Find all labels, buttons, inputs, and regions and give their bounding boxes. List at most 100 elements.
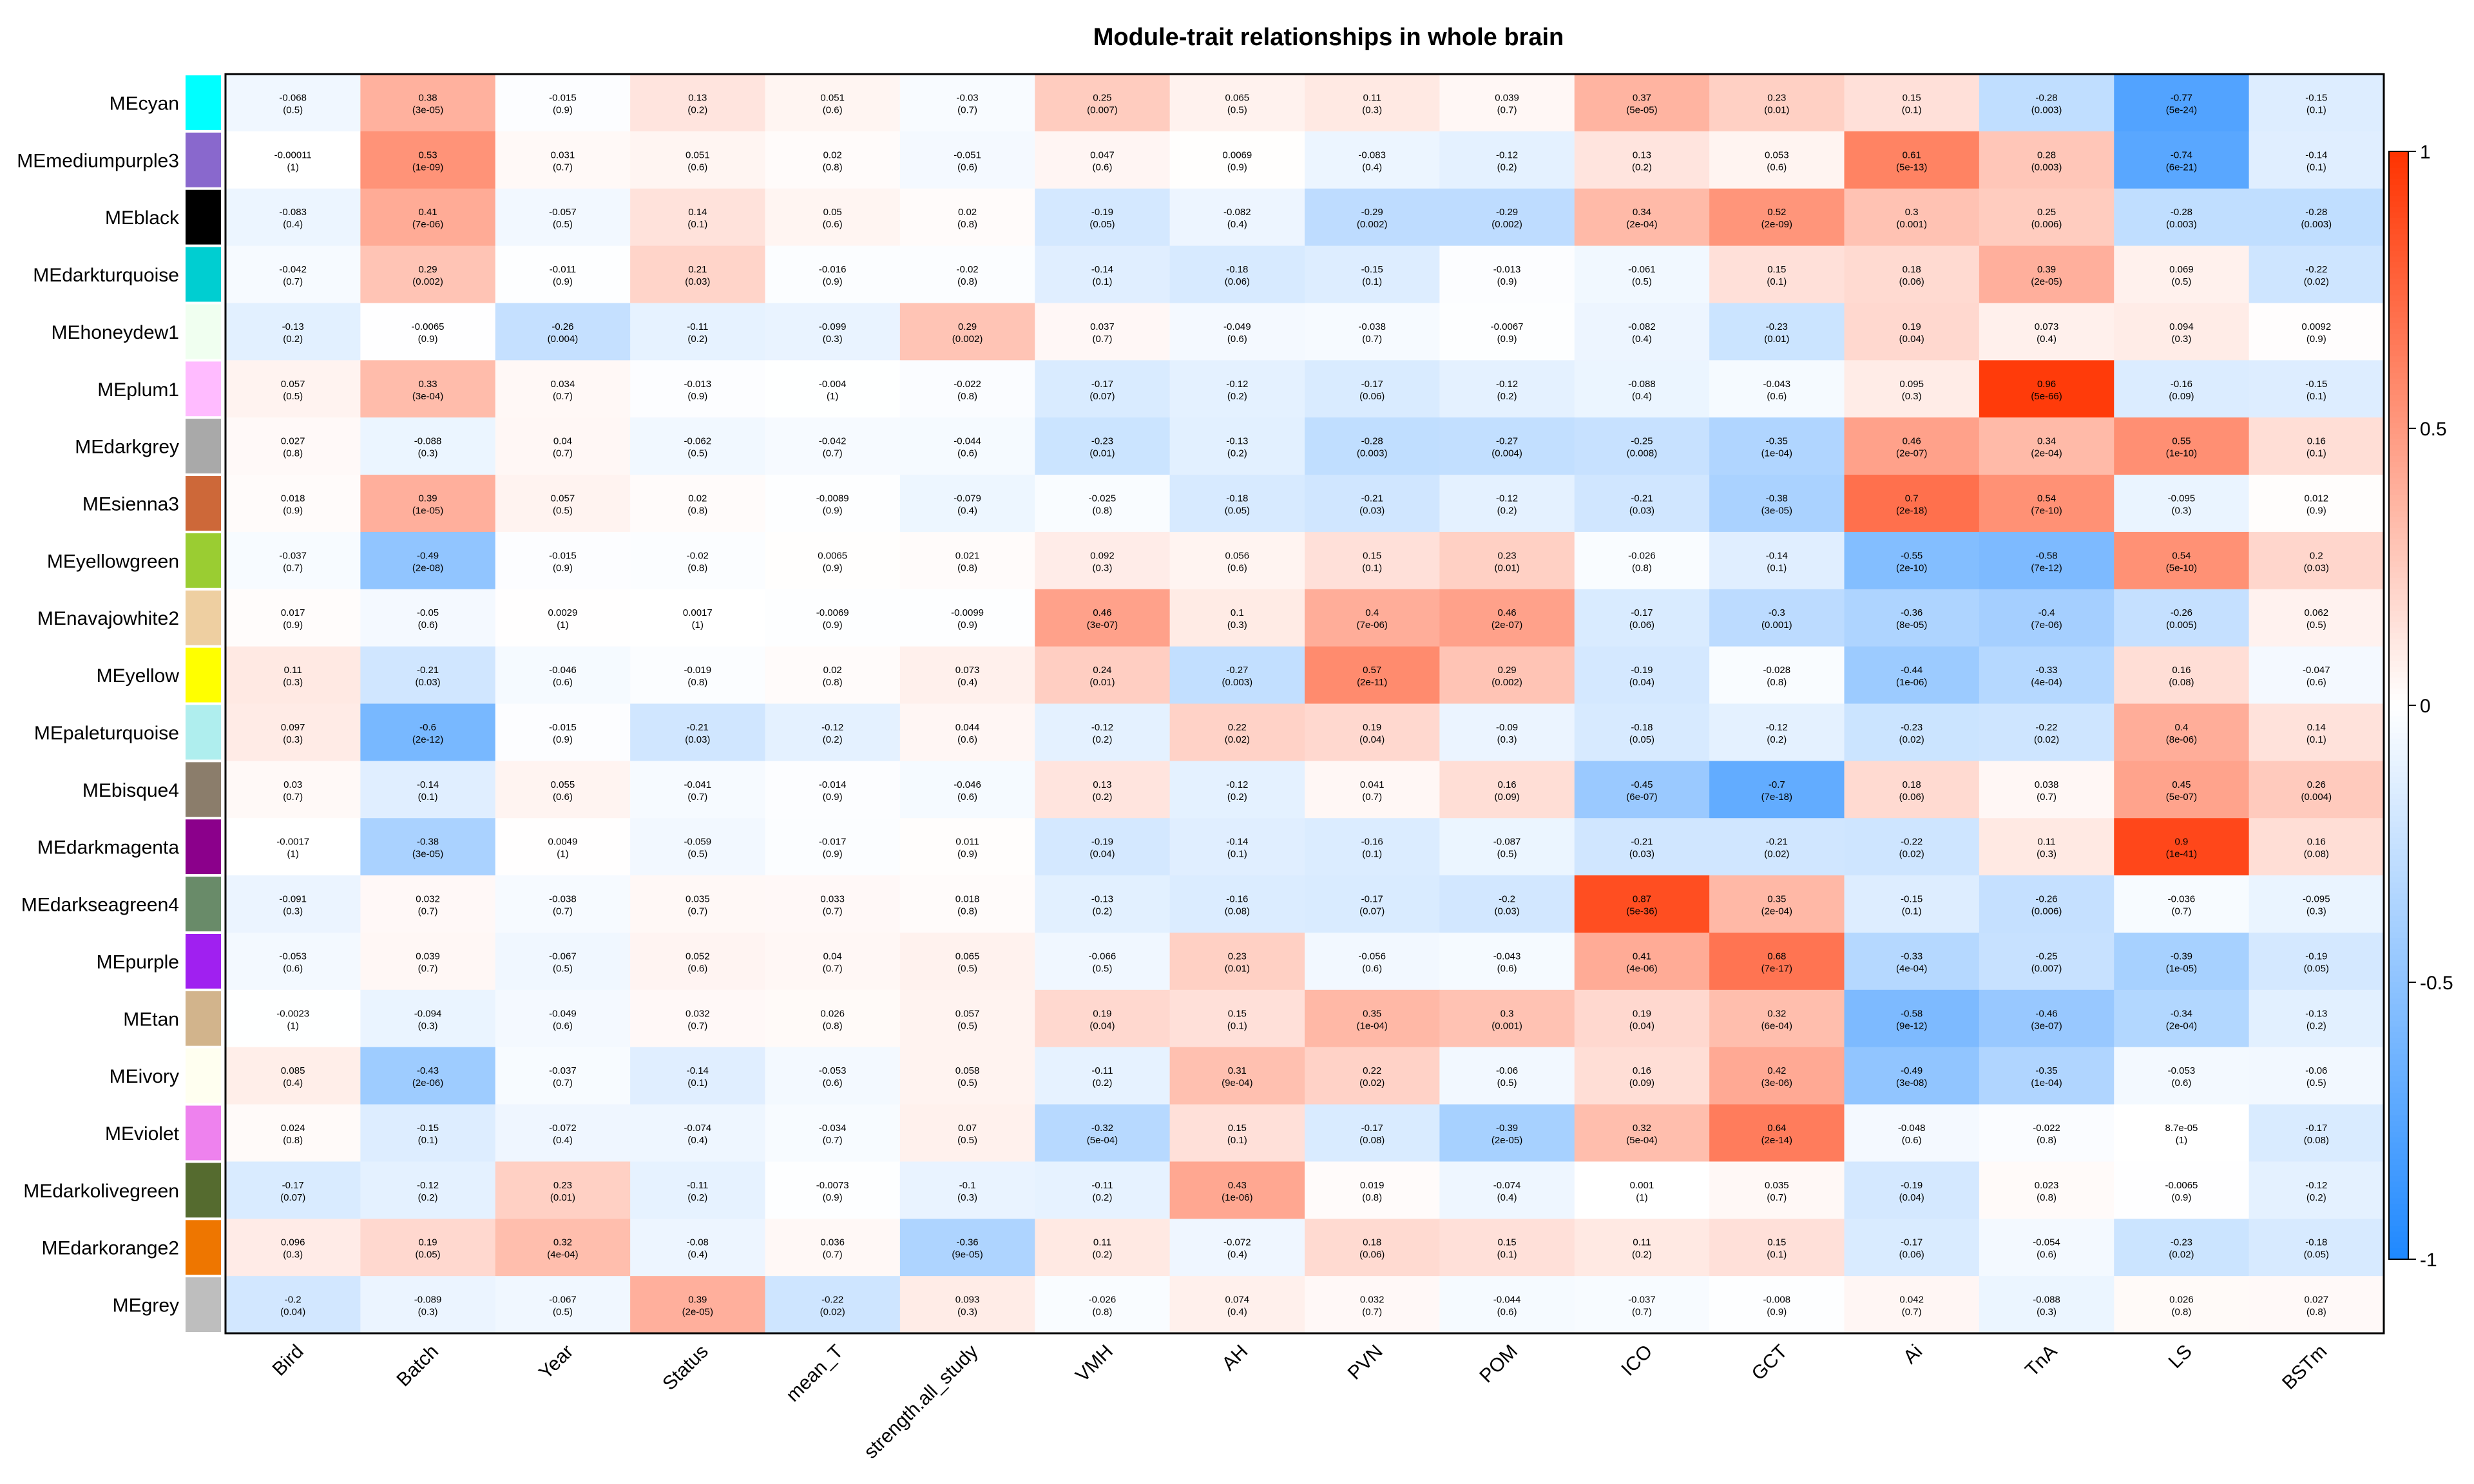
colorbar-step bbox=[2389, 955, 2408, 961]
colorbar-step bbox=[2389, 389, 2408, 395]
heatmap-cell bbox=[1035, 1104, 1171, 1163]
heatmap-cell bbox=[1035, 417, 1171, 475]
heatmap-cell bbox=[899, 188, 1035, 247]
cell-pvalue: (0.5) bbox=[2306, 1078, 2326, 1089]
heatmap-cell bbox=[2249, 417, 2384, 475]
cell-correlation: -0.00011 bbox=[274, 149, 312, 160]
cell-pvalue: (0.02) bbox=[1764, 849, 1789, 860]
cell-correlation: 0.012 bbox=[2305, 493, 2329, 504]
cell-correlation: -0.0023 bbox=[276, 1008, 309, 1019]
heatmap-cell bbox=[1844, 1047, 1980, 1105]
module-label: MEmediumpurple3 bbox=[17, 150, 179, 171]
cell-pvalue: (0.06) bbox=[1225, 276, 1250, 287]
cell-pvalue: (0.7) bbox=[2037, 792, 2057, 803]
cell-pvalue: (0.7) bbox=[2172, 906, 2192, 917]
cell-correlation: -0.17 bbox=[1361, 1123, 1383, 1134]
cell-pvalue: (0.5) bbox=[553, 963, 573, 974]
heatmap-cell bbox=[2249, 245, 2384, 304]
heatmap-cell bbox=[1035, 1219, 1171, 1277]
colorbar-step bbox=[2389, 816, 2408, 823]
cell-correlation: -0.33 bbox=[1901, 951, 1923, 962]
cell-correlation: 0.026 bbox=[820, 1008, 845, 1019]
cell-correlation: -0.45 bbox=[1631, 779, 1653, 790]
cell-pvalue: (0.03) bbox=[415, 677, 440, 688]
heatmap-cell bbox=[225, 932, 361, 991]
heatmap-cell bbox=[2114, 589, 2250, 647]
cell-pvalue: (0.4) bbox=[1362, 162, 1382, 173]
cell-pvalue: (0.1) bbox=[1902, 104, 1922, 115]
cell-pvalue: (0.003) bbox=[1222, 677, 1253, 688]
colorbar-step bbox=[2389, 1215, 2408, 1221]
cell-pvalue: (0.6) bbox=[687, 963, 707, 974]
module-swatch bbox=[186, 1163, 221, 1218]
cell-pvalue: (0.3) bbox=[823, 334, 843, 345]
cell-pvalue: (0.2) bbox=[1632, 1250, 1652, 1260]
cell-correlation: -0.015 bbox=[549, 722, 577, 733]
cell-pvalue: (0.4) bbox=[283, 219, 303, 230]
cell-correlation: 0.051 bbox=[686, 149, 710, 160]
cell-correlation: -0.072 bbox=[549, 1123, 577, 1134]
cell-correlation: -0.18 bbox=[2305, 1237, 2327, 1248]
heatmap-cell bbox=[899, 989, 1035, 1048]
heatmap-cell bbox=[765, 360, 901, 418]
cell-pvalue: (0.6) bbox=[1767, 162, 1787, 173]
cell-pvalue: (2e-14) bbox=[1761, 1135, 1792, 1146]
heatmap-cell bbox=[1709, 1104, 1845, 1163]
cell-correlation: -0.088 bbox=[2033, 1295, 2060, 1306]
cell-correlation: 0.039 bbox=[1495, 92, 1519, 103]
cell-correlation: 0.0092 bbox=[2301, 321, 2331, 332]
cell-correlation: 0.39 bbox=[2037, 264, 2056, 275]
cell-pvalue: (5e-66) bbox=[2031, 391, 2062, 402]
cell-correlation: -0.34 bbox=[2171, 1008, 2192, 1019]
cell-pvalue: (0.8) bbox=[283, 448, 303, 459]
cell-correlation: -0.29 bbox=[1496, 207, 1518, 218]
colorbar-step bbox=[2389, 932, 2408, 938]
cell-correlation: 0.16 bbox=[1497, 779, 1516, 790]
heatmap-cell bbox=[630, 646, 766, 705]
cell-pvalue: (0.007) bbox=[2031, 963, 2062, 974]
heatmap-cell bbox=[1574, 74, 1710, 132]
heatmap-cell bbox=[1035, 1047, 1171, 1105]
cell-pvalue: (0.02) bbox=[1899, 849, 1924, 860]
colorbar-step bbox=[2389, 821, 2408, 828]
heatmap-cell bbox=[1305, 131, 1440, 189]
cell-pvalue: (0.8) bbox=[2306, 1307, 2326, 1318]
heatmap-cell bbox=[1035, 818, 1171, 876]
colorbar-step bbox=[2389, 500, 2408, 506]
cell-correlation: -0.32 bbox=[1091, 1123, 1113, 1134]
cell-correlation: -0.0073 bbox=[816, 1180, 849, 1191]
cell-pvalue: (0.5) bbox=[283, 391, 303, 402]
cell-correlation: 0.25 bbox=[1093, 92, 1111, 103]
colorbar-step bbox=[2389, 755, 2408, 761]
module-swatch bbox=[186, 1105, 221, 1161]
colorbar-step bbox=[2389, 721, 2408, 728]
cell-correlation: -0.19 bbox=[1091, 207, 1113, 218]
cell-pvalue: (0.8) bbox=[687, 505, 707, 516]
cell-pvalue: (8e-05) bbox=[1896, 620, 1927, 631]
cell-correlation: 0.15 bbox=[1228, 1123, 1247, 1134]
colorbar-step bbox=[2389, 998, 2408, 1005]
colorbar-step bbox=[2389, 666, 2408, 672]
cell-pvalue: (7e-06) bbox=[2031, 620, 2062, 631]
heatmap-cell bbox=[1979, 761, 2114, 819]
colorbar-step bbox=[2389, 938, 2408, 944]
cell-pvalue: (0.5) bbox=[1497, 1078, 1517, 1089]
cell-pvalue: (0.9) bbox=[1227, 162, 1247, 173]
cell-correlation: -0.27 bbox=[1496, 436, 1518, 447]
heatmap-cell bbox=[1169, 646, 1305, 705]
colorbar-step bbox=[2389, 638, 2408, 645]
heatmap-cell bbox=[360, 703, 496, 761]
colorbar-step bbox=[2389, 904, 2408, 911]
heatmap-cell bbox=[495, 818, 631, 876]
heatmap-cell bbox=[1439, 417, 1575, 475]
cell-correlation: 0.25 bbox=[2037, 207, 2056, 218]
heatmap-cell bbox=[2114, 818, 2250, 876]
cell-correlation: -0.22 bbox=[1901, 837, 1923, 848]
colorbar-step bbox=[2389, 151, 2408, 158]
heatmap-cell bbox=[630, 1219, 766, 1277]
cell-correlation: -0.054 bbox=[2033, 1237, 2060, 1248]
cell-correlation: -0.041 bbox=[684, 779, 712, 790]
colorbar-step bbox=[2389, 661, 2408, 667]
cell-pvalue: (0.06) bbox=[1359, 391, 1385, 402]
cell-pvalue: (0.6) bbox=[1227, 562, 1247, 573]
